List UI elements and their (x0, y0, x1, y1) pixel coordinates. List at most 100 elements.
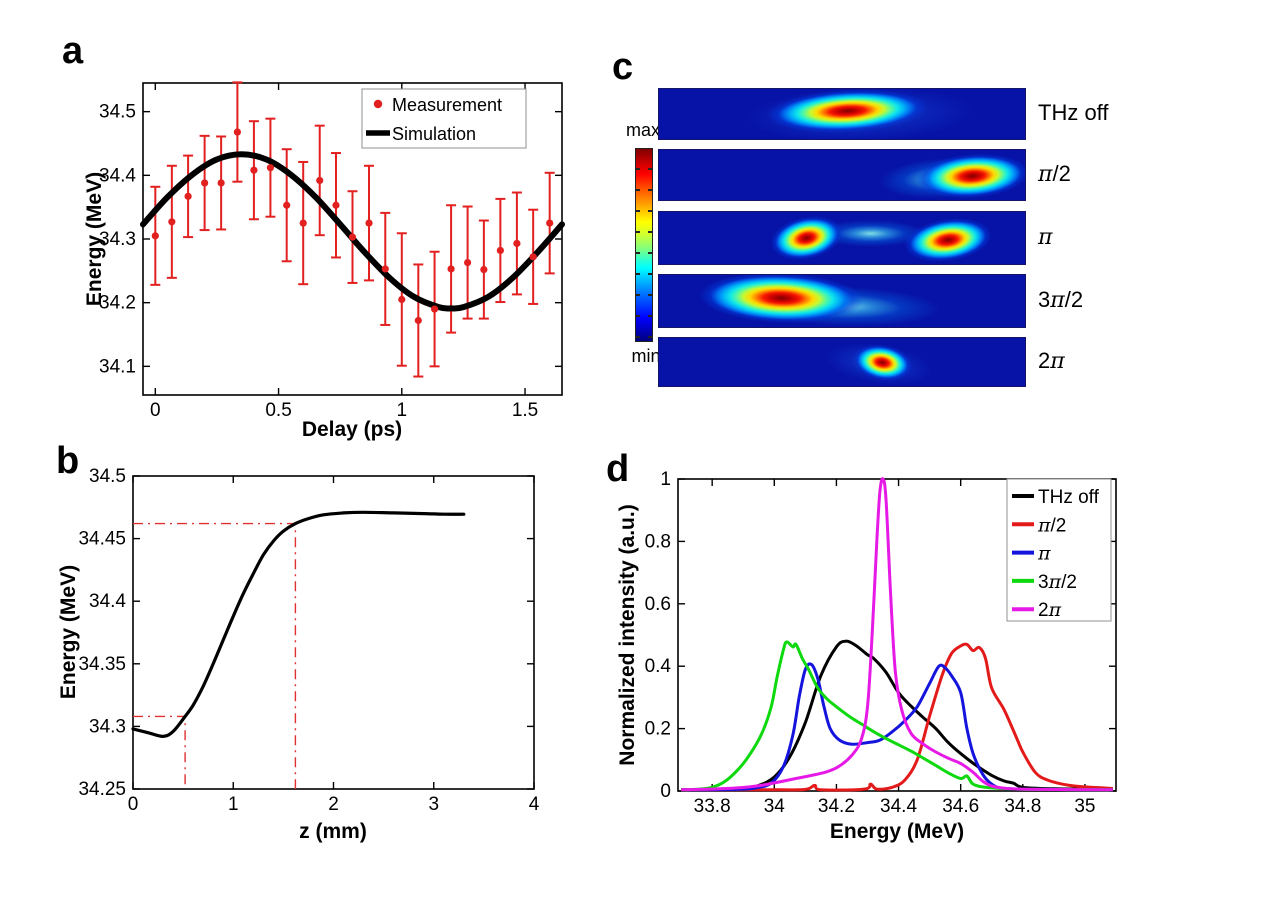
beam-blob (697, 275, 865, 327)
y-tick-label: 0 (660, 781, 671, 802)
measurement-point (480, 265, 488, 274)
series-3-2 (681, 640, 1113, 792)
y-tick-label: 34.45 (78, 529, 126, 550)
measurement-point (414, 316, 422, 325)
panel-d-plot: 33.8 34 34.2 34.4 34.6 34.8 35 0 0.2 0.4 0.6 0.8 1 TH… (616, 469, 1117, 843)
y-tick-label: 34.25 (78, 779, 126, 800)
x-tick-label: 1 (228, 794, 239, 815)
legend-box (361, 88, 527, 149)
x-tick-label: 34.8 (1004, 796, 1041, 817)
beam-blob (766, 89, 930, 137)
strip-label: π (1038, 225, 1053, 250)
guide-line (133, 522, 297, 789)
panel-d-xlabel: Energy (MeV) (830, 820, 964, 843)
y-tick-label: 1 (660, 469, 671, 490)
y-tick-label: 34.1 (99, 356, 136, 377)
x-tick-label: 1 (397, 400, 408, 421)
legend-d: THz off π/2 π 3π/2 2π (1006, 478, 1112, 622)
measurement-point (348, 233, 357, 241)
x-tick-label: 35 (1074, 796, 1095, 817)
x-tick-label: 1.5 (512, 400, 538, 421)
y-tick-label: 34.4 (99, 165, 136, 186)
y-tick-label: 0.2 (645, 719, 671, 740)
panel-a-letter: a (62, 30, 84, 72)
measurement-point (299, 219, 307, 227)
panel-b-xlabel: z (mm) (299, 820, 367, 843)
y-tick-label: 34.5 (89, 466, 126, 487)
panel-c-images: max min THz off π/2 π 3π/2 2π (600, 60, 1240, 420)
x-tick-label: 2 (328, 794, 339, 815)
x-tick-label: 4 (529, 794, 540, 815)
series-- (681, 662, 1113, 792)
legend-label-measurement: Measurement (392, 95, 502, 115)
beam-image-strip (658, 149, 1026, 201)
measurement-point (316, 176, 324, 185)
measurement-point (250, 166, 258, 174)
strip-label: 2π (1038, 348, 1065, 374)
beam-image-strip (658, 88, 1026, 140)
strip-label: THz off (1038, 100, 1109, 125)
panel-d-letter: d (606, 448, 630, 490)
colorbar (635, 148, 653, 342)
y-tick-label: 34.3 (99, 229, 136, 250)
measurement-point (496, 246, 504, 255)
x-tick-label: 0 (128, 794, 139, 815)
strip-label: π/2 (1038, 161, 1071, 187)
panel-c-letter: c (612, 46, 634, 88)
plot-box-d (677, 478, 1117, 792)
simulation-curve (140, 151, 565, 312)
panel-d-ylabel: Normalized intensity (a.u.) (616, 504, 639, 765)
beam-blob (766, 212, 847, 264)
legend-label: π/2 (1037, 514, 1066, 536)
x-tick-label: 34 (764, 796, 786, 817)
beam-blob (914, 150, 1025, 200)
measurement-point (529, 253, 537, 261)
colorbar-min-label: min (631, 346, 661, 366)
series-2- (681, 477, 1113, 792)
x-tick-label: 0 (150, 400, 161, 421)
legend-box (1006, 478, 1112, 622)
measurement-point (184, 192, 192, 200)
measurement-point (546, 219, 554, 227)
legend-label-simulation: Simulation (392, 124, 476, 144)
y-tick-label: 34.5 (99, 102, 136, 123)
measurement-point (332, 201, 340, 209)
x-tick-label: 0.5 (265, 400, 291, 421)
strip-label: 3π/2 (1038, 287, 1084, 313)
measurement-point (266, 164, 275, 172)
panel-a-plot: 0 0.5 1 1.5 34.1 34.2 34.3 34.4 34.5 Measurement S… (83, 81, 565, 441)
x-tick-label: 34.6 (942, 796, 979, 817)
measurement-point (283, 201, 291, 209)
measurement-point (464, 258, 472, 267)
x-tick-label: 3 (428, 794, 439, 815)
beam-image-strip (658, 211, 1026, 265)
y-tick-label: 34.35 (78, 654, 126, 675)
measurement-point (430, 305, 439, 313)
panel-b-ylabel: Energy (MeV) (57, 565, 80, 699)
legend-label: π (1037, 543, 1051, 565)
y-tick-label: 0.8 (645, 531, 671, 552)
measurement-point (217, 179, 225, 187)
measurement-point (513, 239, 521, 248)
beam-image-strip (658, 274, 1026, 328)
y-tick-label: 34.4 (89, 591, 126, 612)
y-tick-label: 34.3 (89, 716, 126, 737)
y-tick-label: 0.6 (645, 594, 671, 615)
energy-vs-z-curve (131, 510, 466, 738)
panel-a-ylabel: Energy (MeV) (83, 172, 106, 306)
measurement-point (168, 218, 176, 226)
legend-a: Measurement Simulation (361, 88, 527, 149)
legend-label: THz off (1038, 487, 1100, 508)
panel-b-letter: b (56, 440, 80, 482)
series--2 (681, 642, 1113, 792)
colorbar-max-label: max (625, 120, 660, 140)
measurement-point (201, 179, 209, 187)
x-tick-label: 34.2 (818, 796, 855, 817)
measurement-point (398, 295, 406, 304)
measurement-point (365, 219, 373, 227)
legend-label: 3π/2 (1038, 571, 1077, 593)
measurement-point (447, 265, 455, 273)
panel-a-xlabel: Delay (ps) (302, 418, 402, 441)
